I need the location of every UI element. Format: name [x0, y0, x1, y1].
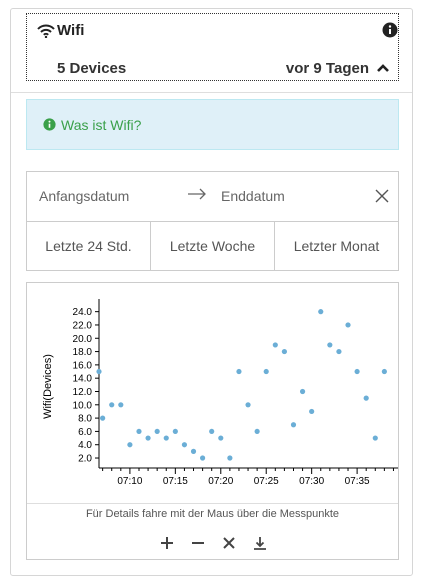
data-point[interactable] — [209, 428, 215, 435]
x-tick-label: 07:20 — [208, 476, 233, 487]
date-input-row: Anfangsdatum Enddatum — [27, 172, 398, 222]
data-point[interactable] — [272, 342, 278, 348]
data-point[interactable] — [281, 348, 287, 355]
download-button[interactable] — [250, 535, 270, 551]
x-tick-label: 07:25 — [254, 476, 279, 487]
close-icon[interactable] — [375, 189, 389, 203]
data-point[interactable] — [372, 435, 378, 441]
plus-icon — [161, 537, 173, 549]
data-point[interactable] — [245, 402, 251, 408]
range-buttons: Letzte 24 Std. Letzte Woche Letzter Mona… — [27, 222, 398, 270]
chevron-up-icon[interactable] — [376, 62, 390, 74]
widget-card: Wifi 5 Devices vor 9 Tagen Was ist Wifi?… — [10, 8, 413, 576]
y-tick-label: 6.0 — [78, 427, 92, 438]
close-icon — [223, 537, 235, 549]
data-point[interactable] — [109, 402, 115, 408]
data-point[interactable] — [290, 422, 297, 428]
x-tick-label: 07:30 — [299, 476, 324, 487]
data-point[interactable] — [227, 455, 233, 461]
header-divider — [11, 92, 412, 93]
device-count: 5 Devices — [57, 60, 127, 77]
range-button-month[interactable]: Letzter Monat — [275, 222, 398, 270]
widget-title-text: Wifi — [57, 22, 85, 39]
chart-divider — [27, 503, 398, 504]
reset-button[interactable] — [219, 535, 239, 551]
info-circle-icon — [43, 118, 56, 131]
y-tick-label: 16.0 — [73, 360, 93, 371]
x-tick-label: 07:35 — [345, 476, 370, 487]
data-point[interactable] — [154, 428, 160, 435]
zoom-out-button[interactable] — [188, 535, 208, 551]
x-tick-label: 07:10 — [117, 476, 142, 487]
data-point[interactable] — [299, 388, 306, 395]
y-tick-label: 20.0 — [73, 334, 93, 345]
data-point[interactable] — [127, 442, 133, 448]
range-button-week[interactable]: Letzte Woche — [151, 222, 275, 270]
y-axis-label: Wifi(Devices) — [42, 354, 54, 419]
y-tick-label: 24.0 — [73, 307, 93, 318]
data-point[interactable] — [181, 442, 188, 448]
data-point[interactable] — [354, 368, 360, 375]
data-point[interactable] — [96, 368, 102, 375]
data-point[interactable] — [336, 348, 342, 355]
data-point[interactable] — [263, 368, 269, 375]
info-alert[interactable]: Was ist Wifi? — [26, 99, 399, 150]
data-point[interactable] — [363, 395, 369, 401]
chart-toolbar — [157, 535, 270, 551]
y-tick-label: 12.0 — [73, 387, 93, 398]
minus-icon — [192, 542, 204, 544]
info-circle-icon[interactable] — [382, 22, 398, 38]
y-tick-label: 10.0 — [73, 400, 93, 411]
zoom-in-button[interactable] — [157, 535, 177, 551]
data-point[interactable] — [172, 428, 178, 435]
data-point[interactable] — [136, 428, 142, 435]
info-alert-text: Was ist Wifi? — [61, 116, 142, 133]
data-point[interactable] — [200, 455, 206, 461]
widget-title: Wifi — [37, 22, 84, 39]
arrow-right-icon — [188, 188, 206, 200]
data-point[interactable] — [381, 368, 387, 375]
y-tick-label: 8.0 — [78, 414, 92, 425]
x-tick-label: 07:15 — [163, 476, 188, 487]
data-point[interactable] — [309, 408, 315, 415]
scatter-chart[interactable]: 2.0 4.0 6.0 8.0 10.0 12.0 14.0 16.0 18.0 20.0 22.0… — [27, 283, 398, 501]
date-range-picker: Anfangsdatum Enddatum Letzte 24 Std. Let… — [26, 171, 399, 271]
data-point[interactable] — [254, 428, 260, 435]
data-point[interactable] — [236, 368, 242, 375]
wifi-icon — [37, 24, 55, 38]
y-tick-label: 22.0 — [73, 320, 93, 331]
y-tick-label: 18.0 — [73, 347, 93, 358]
y-tick-label: 2.0 — [78, 454, 92, 465]
data-point[interactable] — [327, 342, 333, 348]
data-point[interactable] — [145, 435, 151, 441]
range-button-24h[interactable]: Letzte 24 Std. — [27, 222, 151, 270]
data-point[interactable] — [100, 415, 106, 421]
widget-header[interactable]: Wifi 5 Devices vor 9 Tagen — [26, 13, 399, 81]
data-point[interactable] — [190, 448, 197, 454]
chart-panel: 2.0 4.0 6.0 8.0 10.0 12.0 14.0 16.0 18.0 20.0 22.0… — [26, 282, 399, 560]
data-point[interactable] — [118, 402, 124, 408]
end-date-input[interactable]: Enddatum — [221, 188, 285, 204]
last-seen: vor 9 Tagen — [285, 60, 369, 77]
chart-hint: Für Details fahre mit der Maus über die … — [85, 508, 340, 520]
start-date-input[interactable]: Anfangsdatum — [39, 188, 130, 204]
data-point[interactable] — [345, 322, 351, 328]
data-point[interactable] — [318, 309, 324, 315]
y-tick-label: 4.0 — [78, 440, 92, 451]
y-tick-label: 14.0 — [73, 374, 93, 385]
download-icon — [254, 537, 266, 550]
data-point[interactable] — [163, 435, 169, 441]
data-point[interactable] — [218, 435, 224, 441]
